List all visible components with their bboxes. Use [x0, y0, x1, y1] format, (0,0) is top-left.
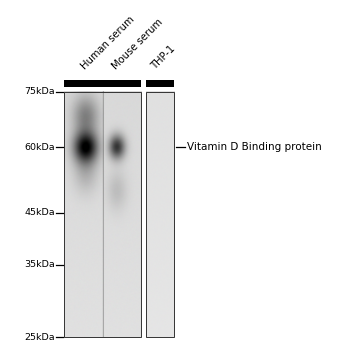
Text: 35kDa: 35kDa: [24, 260, 55, 270]
Text: 75kDa: 75kDa: [24, 88, 55, 96]
Bar: [64, 92, 141, 337]
Text: 60kDa: 60kDa: [24, 143, 55, 152]
Text: 25kDa: 25kDa: [24, 332, 55, 342]
Bar: [146, 80, 174, 87]
Text: Mouse serum: Mouse serum: [110, 17, 165, 72]
Text: Human serum: Human serum: [79, 15, 136, 72]
Text: THP-1: THP-1: [150, 44, 178, 72]
Bar: [146, 92, 174, 337]
Text: Vitamin D Binding protein: Vitamin D Binding protein: [187, 142, 321, 152]
Bar: [64, 80, 141, 87]
Text: 45kDa: 45kDa: [24, 208, 55, 217]
